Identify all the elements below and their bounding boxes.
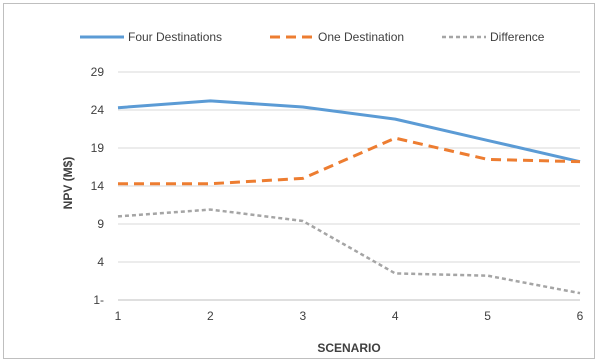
y-tick-label: 4 (97, 255, 104, 269)
y-tick-label: 24 (91, 103, 105, 117)
x-tick-label: 6 (577, 309, 584, 323)
y-tick-label: 29 (91, 65, 105, 79)
x-tick-label: 3 (299, 309, 306, 323)
y-tick-label: 1- (93, 293, 104, 307)
legend-label-one-destination: One Destination (318, 30, 404, 44)
y-tick-label: 14 (91, 179, 105, 193)
gridlines (118, 71, 580, 263)
x-axis-title: SCENARIO (317, 341, 380, 355)
legend-label-difference: Difference (490, 30, 545, 44)
x-tick-label: 4 (392, 309, 399, 323)
y-tick-label: 19 (91, 141, 105, 155)
x-tick-label: 5 (484, 309, 491, 323)
x-tick-labels: 1 2 3 4 5 6 (115, 309, 584, 323)
series-lines (117, 99, 581, 295)
y-tick-label: 9 (97, 217, 104, 231)
x-tick-label: 1 (115, 309, 122, 323)
series-line-four-destinations (117, 99, 581, 164)
y-tick-labels: 29 24 19 14 9 4 1- (91, 65, 105, 307)
series-line-difference (117, 208, 581, 295)
legend-label-four-destinations: Four Destinations (128, 30, 222, 44)
x-tick-label: 2 (207, 309, 214, 323)
legend: Four Destinations One Destination Differen… (80, 30, 545, 44)
y-axis-title: NPV (M$) (61, 157, 75, 210)
